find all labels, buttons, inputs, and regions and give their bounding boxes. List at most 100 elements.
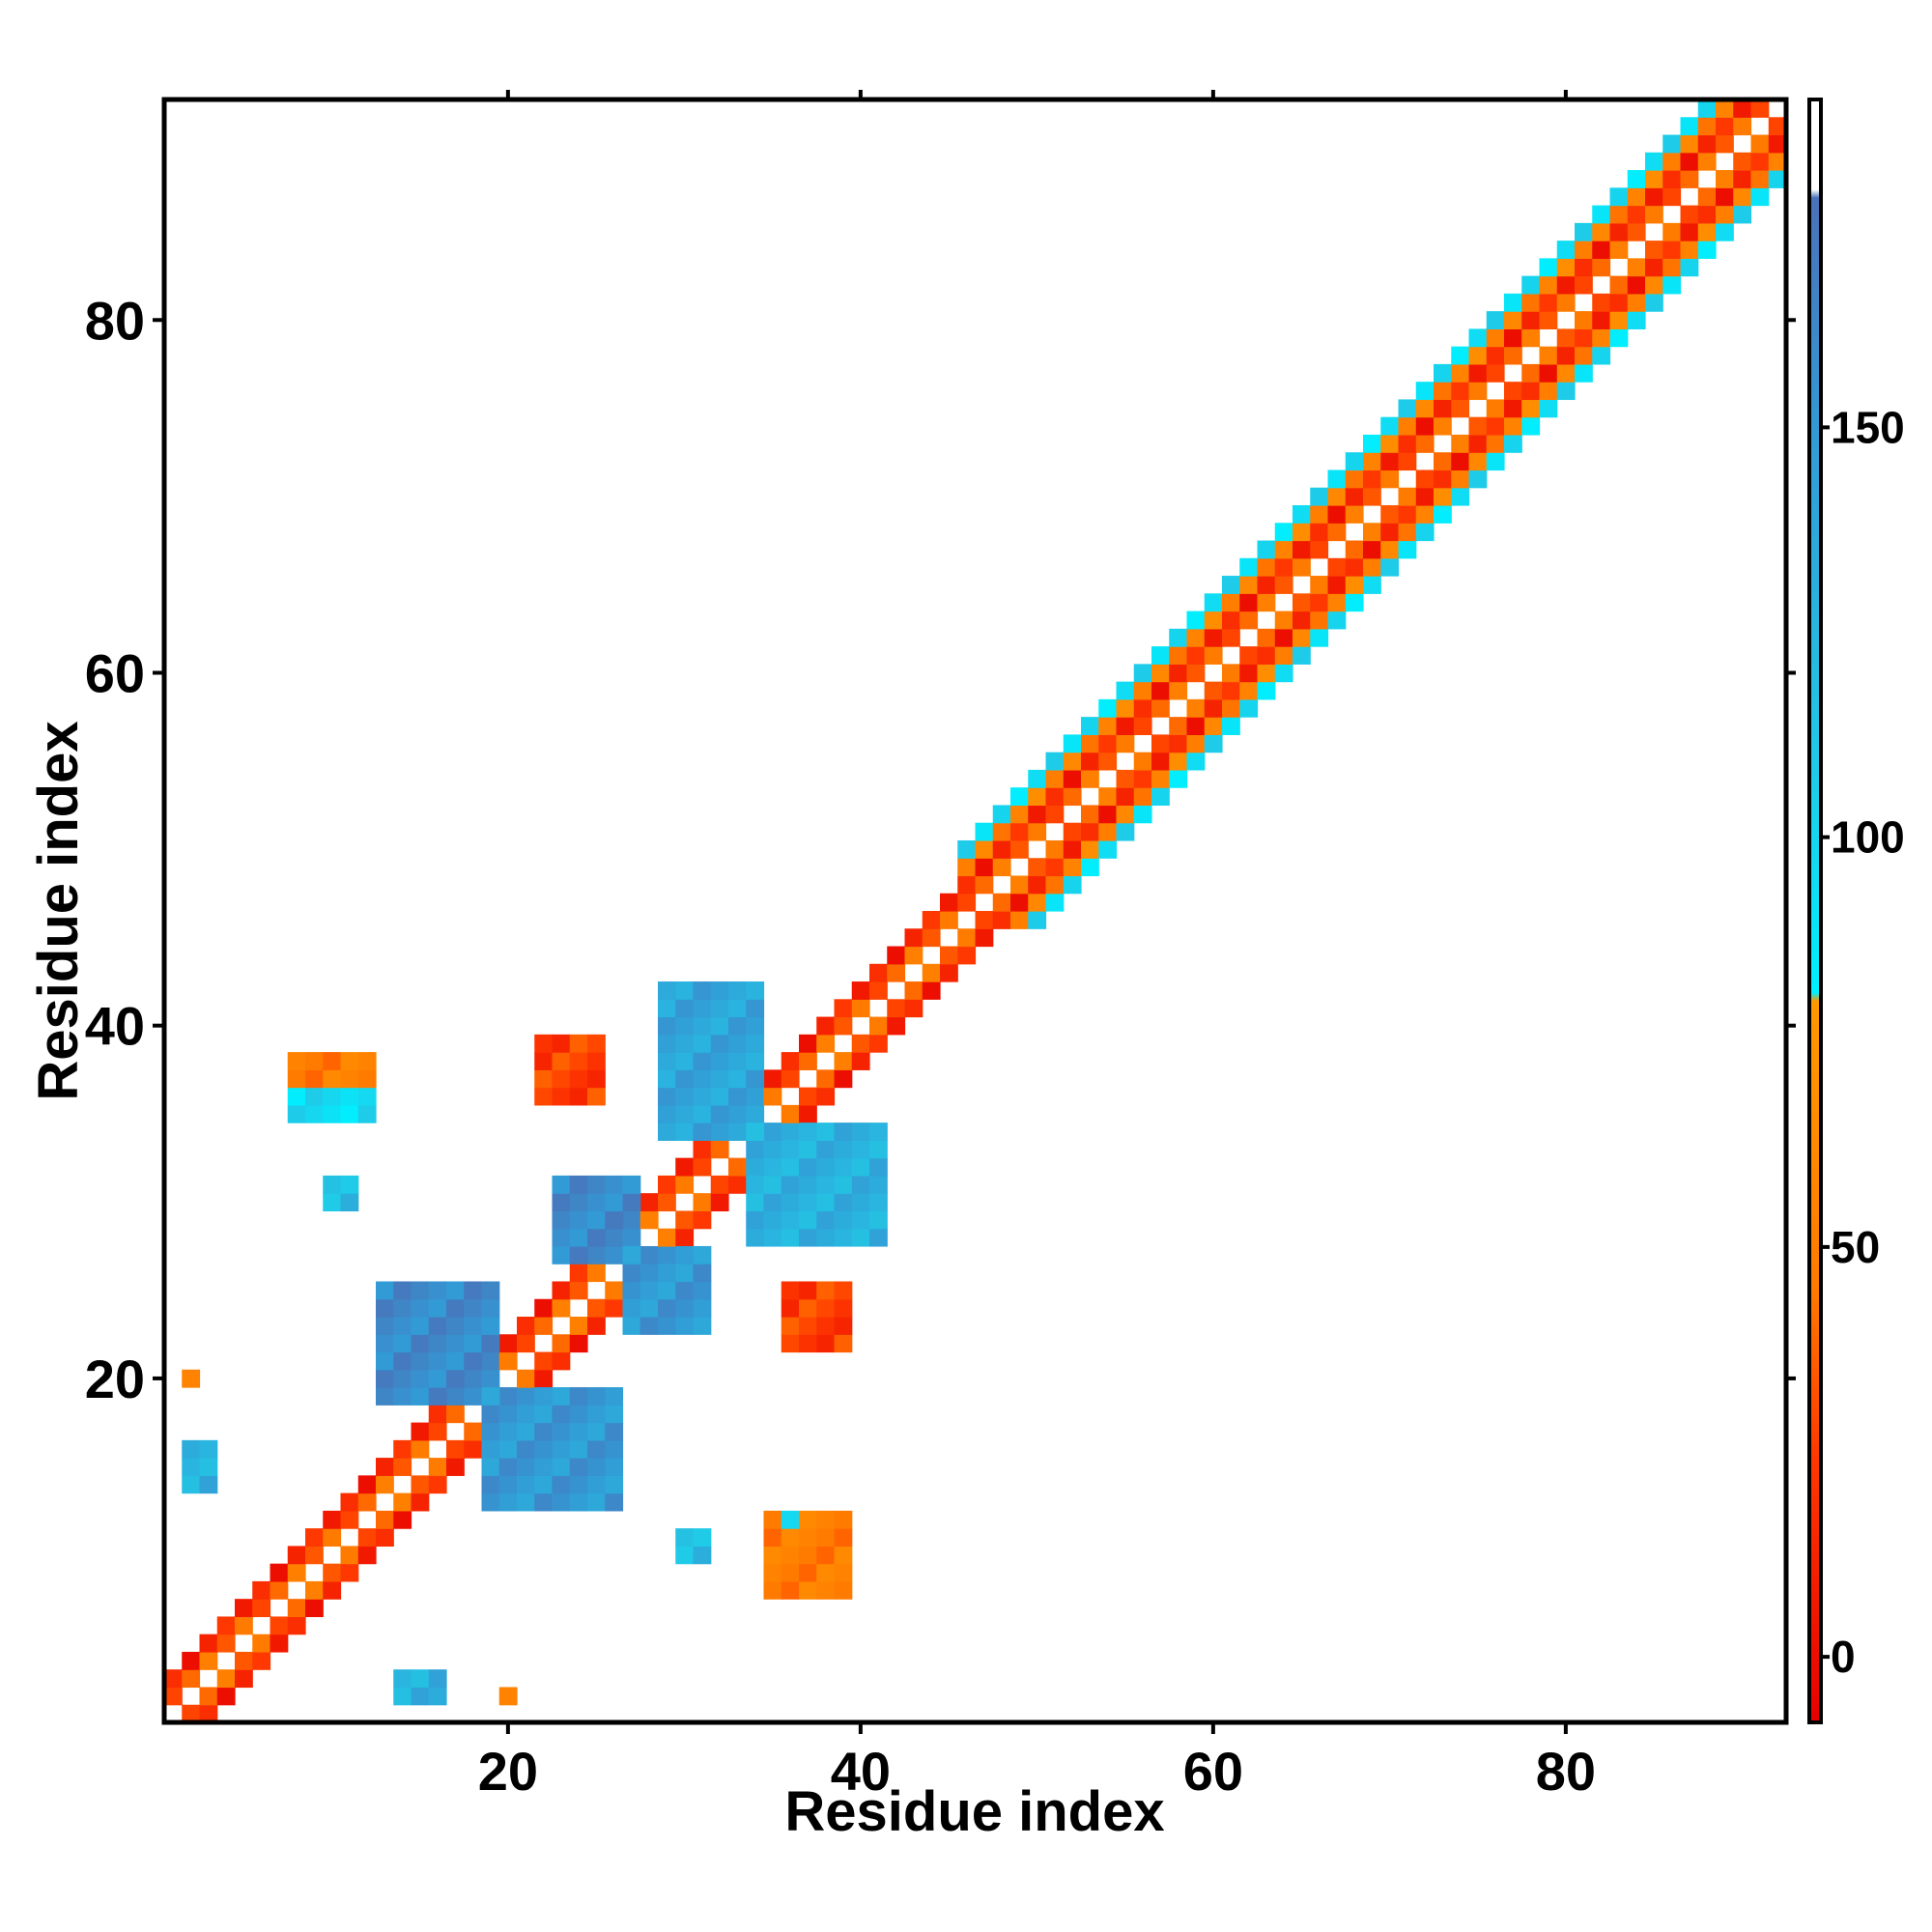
heatmap-cell bbox=[1521, 275, 1541, 295]
heatmap-cell bbox=[1609, 222, 1629, 242]
heatmap-cell bbox=[940, 893, 958, 912]
heatmap-cell bbox=[728, 981, 747, 1000]
heatmap-cell bbox=[781, 1228, 800, 1247]
x-tick-label: 60 bbox=[1183, 1741, 1243, 1802]
heatmap-cell bbox=[1627, 311, 1646, 329]
heatmap-cell bbox=[393, 1317, 412, 1335]
heatmap-cell bbox=[1627, 275, 1646, 295]
heatmap-cell bbox=[1257, 681, 1276, 700]
heatmap-cell bbox=[1609, 187, 1629, 207]
heatmap-cell bbox=[1662, 258, 1682, 277]
heatmap-cell bbox=[1486, 311, 1505, 329]
heatmap-cell bbox=[781, 1175, 800, 1194]
heatmap-cell bbox=[1116, 698, 1135, 718]
heatmap-cell bbox=[182, 1651, 201, 1670]
heatmap-cell bbox=[411, 1387, 430, 1406]
heatmap-cell bbox=[446, 1298, 465, 1318]
heatmap-cell bbox=[1627, 222, 1646, 242]
heatmap-cell bbox=[1415, 416, 1435, 436]
heatmap-cell bbox=[464, 1298, 483, 1318]
heatmap-cell bbox=[340, 1510, 359, 1529]
heatmap-cell bbox=[605, 1245, 624, 1264]
heatmap-cell bbox=[1521, 382, 1541, 401]
heatmap-cell bbox=[1645, 187, 1663, 207]
heatmap-cell bbox=[534, 1069, 554, 1089]
heatmap-cell bbox=[393, 1669, 412, 1689]
heatmap-cell bbox=[569, 1034, 588, 1053]
heatmap-cell bbox=[816, 1175, 836, 1194]
heatmap-cell bbox=[1750, 99, 1770, 118]
heatmap-cell bbox=[639, 1281, 659, 1300]
heatmap-cell bbox=[1327, 593, 1347, 612]
heatmap-cell bbox=[1310, 523, 1329, 542]
heatmap-cell bbox=[763, 1122, 782, 1141]
heatmap-cell bbox=[164, 1687, 183, 1706]
heatmap-cell bbox=[305, 1087, 324, 1106]
y-tick-labels: 20 40 60 80 bbox=[85, 290, 145, 1409]
heatmap-cell bbox=[428, 1369, 447, 1388]
heatmap-cell bbox=[992, 911, 1011, 929]
heatmap-cell bbox=[216, 1669, 236, 1689]
heatmap-cell bbox=[834, 1317, 853, 1335]
heatmap-cell bbox=[816, 1140, 836, 1159]
heatmap-cell bbox=[1239, 557, 1259, 577]
heatmap-cell bbox=[1098, 752, 1118, 771]
heatmap-cell bbox=[658, 1122, 676, 1141]
heatmap-cell bbox=[481, 1369, 500, 1388]
heatmap-cell bbox=[869, 1122, 888, 1141]
heatmap-cell bbox=[746, 1210, 765, 1230]
heatmap-cell bbox=[1045, 787, 1065, 807]
heatmap-cell bbox=[340, 1104, 359, 1123]
heatmap-cell bbox=[605, 1458, 624, 1476]
heatmap-cell bbox=[1222, 576, 1240, 594]
heatmap-cell bbox=[569, 1264, 588, 1283]
x-tick-labels: 20 40 60 80 bbox=[478, 1741, 1596, 1802]
heatmap-cell bbox=[904, 946, 923, 965]
heatmap-cell bbox=[534, 1298, 554, 1318]
colorbar-tick-label: 100 bbox=[1831, 812, 1905, 863]
heatmap-cell bbox=[1363, 557, 1381, 577]
heatmap-cell bbox=[869, 1175, 888, 1194]
heatmap-cell bbox=[411, 1369, 430, 1388]
heatmap-cell bbox=[675, 1034, 695, 1053]
heatmap-cell bbox=[1045, 769, 1065, 788]
heatmap-cell bbox=[1380, 469, 1400, 489]
heatmap-cell bbox=[1081, 734, 1099, 753]
heatmap-cell bbox=[1575, 275, 1593, 295]
heatmap-cell bbox=[1556, 241, 1576, 259]
heatmap-cell bbox=[693, 1298, 712, 1318]
heatmap-cell bbox=[693, 1052, 712, 1070]
heatmap-cell bbox=[428, 1281, 447, 1300]
heatmap-cell bbox=[834, 1546, 853, 1565]
heatmap-cell bbox=[1010, 822, 1029, 841]
heatmap-cell bbox=[534, 1351, 554, 1371]
heatmap-cell bbox=[1627, 258, 1646, 277]
heatmap-cell bbox=[1486, 346, 1505, 365]
colorbar-gradient bbox=[1809, 99, 1821, 1722]
heatmap-cell bbox=[340, 1087, 359, 1106]
heatmap-cell bbox=[781, 1298, 800, 1318]
heatmap-cell bbox=[357, 1475, 377, 1494]
heatmap-cell bbox=[1063, 769, 1082, 788]
heatmap-cell bbox=[1098, 787, 1118, 807]
heatmap-cell bbox=[834, 1175, 853, 1194]
heatmap-cell bbox=[534, 1492, 554, 1512]
heatmap-cell bbox=[675, 981, 695, 1000]
heatmap-cell bbox=[569, 1087, 588, 1106]
heatmap-cell bbox=[464, 1334, 483, 1353]
heatmap-cell bbox=[182, 1669, 201, 1689]
heatmap-cell bbox=[1680, 205, 1699, 224]
heatmap-cell bbox=[622, 1281, 641, 1300]
heatmap-cell bbox=[1539, 363, 1558, 383]
heatmap-cell bbox=[1415, 469, 1435, 489]
heatmap-cell bbox=[1486, 363, 1505, 383]
heatmap-cell bbox=[357, 1528, 377, 1547]
heatmap-cell bbox=[569, 1317, 588, 1335]
heatmap-cell bbox=[552, 1069, 571, 1089]
heatmap-cell bbox=[816, 1510, 836, 1529]
heatmap-cell bbox=[746, 1193, 765, 1212]
heatmap-cell bbox=[781, 1104, 800, 1123]
heatmap-cell bbox=[182, 1458, 201, 1476]
heatmap-cell bbox=[323, 1528, 342, 1547]
heatmap-cell bbox=[235, 1616, 253, 1635]
